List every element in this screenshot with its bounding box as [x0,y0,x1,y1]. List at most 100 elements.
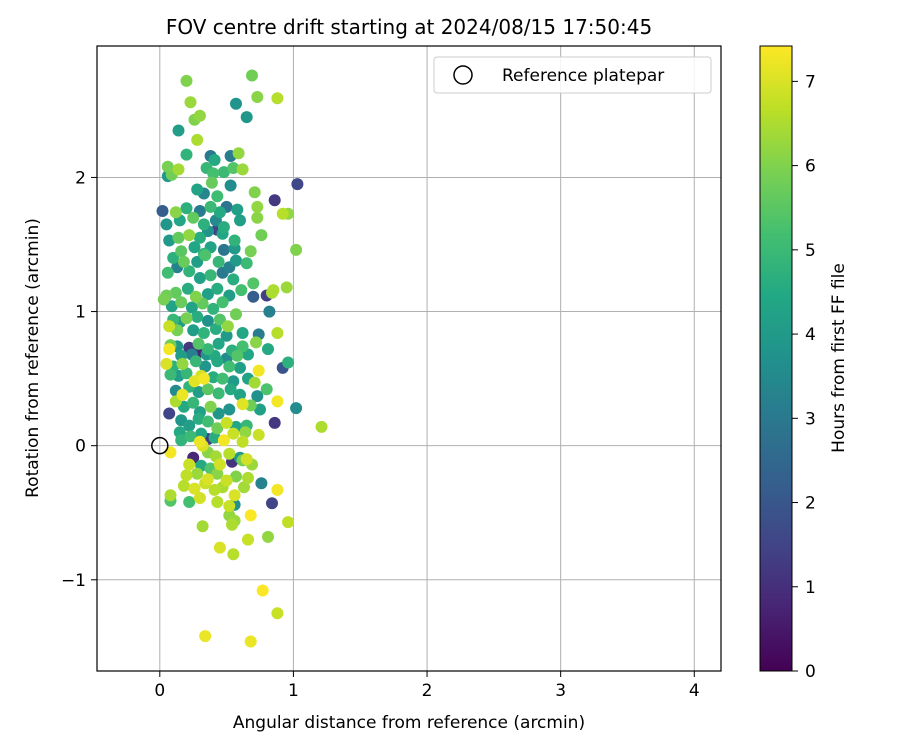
data-point [193,272,206,284]
data-point [189,290,202,303]
data-point [172,124,185,137]
data-point [230,308,242,321]
data-point [211,282,224,295]
data-point [183,496,196,508]
data-point [255,229,268,242]
colorbar-tick-label: 1 [805,578,816,598]
data-point [192,337,205,350]
data-point [164,489,177,502]
data-point [184,96,197,109]
data-point [242,533,254,546]
data-point [201,473,214,486]
data-point [246,69,258,82]
data-point [213,206,226,219]
data-point [220,329,233,342]
data-point [172,163,185,176]
data-point [234,214,246,227]
data-point [160,218,173,231]
data-point [180,469,193,482]
data-point [211,496,224,508]
data-point [161,160,174,173]
data-point [268,416,281,429]
data-point [180,74,193,87]
colorbar-gradient [759,45,793,672]
data-point [251,211,264,224]
data-point [199,630,212,643]
data-point [181,282,194,295]
data-point [209,323,222,335]
y-axis-label: Rotation from reference (arcmin) [23,218,43,498]
colorbar-tick-label: 4 [805,325,816,345]
data-point [204,269,217,282]
data-point [167,251,180,264]
data-point [244,245,257,258]
data-point [184,430,197,443]
data-point [199,249,212,262]
data-point [227,548,240,561]
data-point [193,492,206,504]
data-point [201,415,214,428]
colorbar-tick-label: 5 [805,241,816,261]
colorbar-tick-label: 7 [805,72,816,92]
data-point [226,518,238,531]
data-point [271,327,284,339]
data-point [227,427,240,440]
data-point [213,541,226,554]
legend-entry-reference: Reference platepar [502,66,664,86]
data-point [236,435,249,448]
data-point [188,482,201,495]
y-tick-label: 2 [75,168,86,188]
colorbar-tick-label: 3 [805,409,816,429]
data-point [201,343,214,356]
data-point [164,446,177,459]
data-point [231,349,244,362]
data-point [262,343,274,356]
data-point [216,296,229,309]
data-point [176,357,189,370]
y-tick-label: −1 [61,571,86,591]
data-point [208,154,221,166]
data-point [204,400,217,413]
data-point [230,470,242,483]
data-point [212,387,225,400]
data-point [228,234,241,247]
data-point [191,183,204,196]
data-point [251,91,264,103]
data-point [180,148,193,161]
x-axis-label: Angular distance from reference (arcmin) [233,713,585,733]
data-point [240,257,253,270]
legend-marker-icon [453,65,473,85]
data-point [211,467,224,480]
data-point [271,607,284,620]
data-point [180,312,193,325]
colorbar: 0 1 2 3 4 5 6 7 Hours from first FF file [759,45,849,682]
data-point [252,364,265,377]
data-point [193,109,206,122]
data-point [254,403,266,416]
data-point [163,320,176,333]
data-point [212,337,225,350]
data-point [197,327,210,339]
data-point [207,167,220,180]
data-point [201,383,214,396]
data-point [247,277,260,290]
data-point [163,343,176,356]
data-point [175,296,188,309]
data-point [240,453,253,466]
data-point [230,97,242,110]
data-point [208,431,221,444]
reference-platepar-marker [151,436,169,455]
data-point [192,412,205,425]
data-point [208,483,221,496]
data-point [266,286,278,299]
data-point [204,200,217,213]
data-point [180,202,193,215]
data-point [280,281,293,294]
y-axis: −1 0 1 2 [61,168,97,591]
data-point [240,111,253,124]
data-point [188,241,201,254]
data-point [266,497,278,510]
data-point [250,336,262,349]
data-point [235,284,248,297]
